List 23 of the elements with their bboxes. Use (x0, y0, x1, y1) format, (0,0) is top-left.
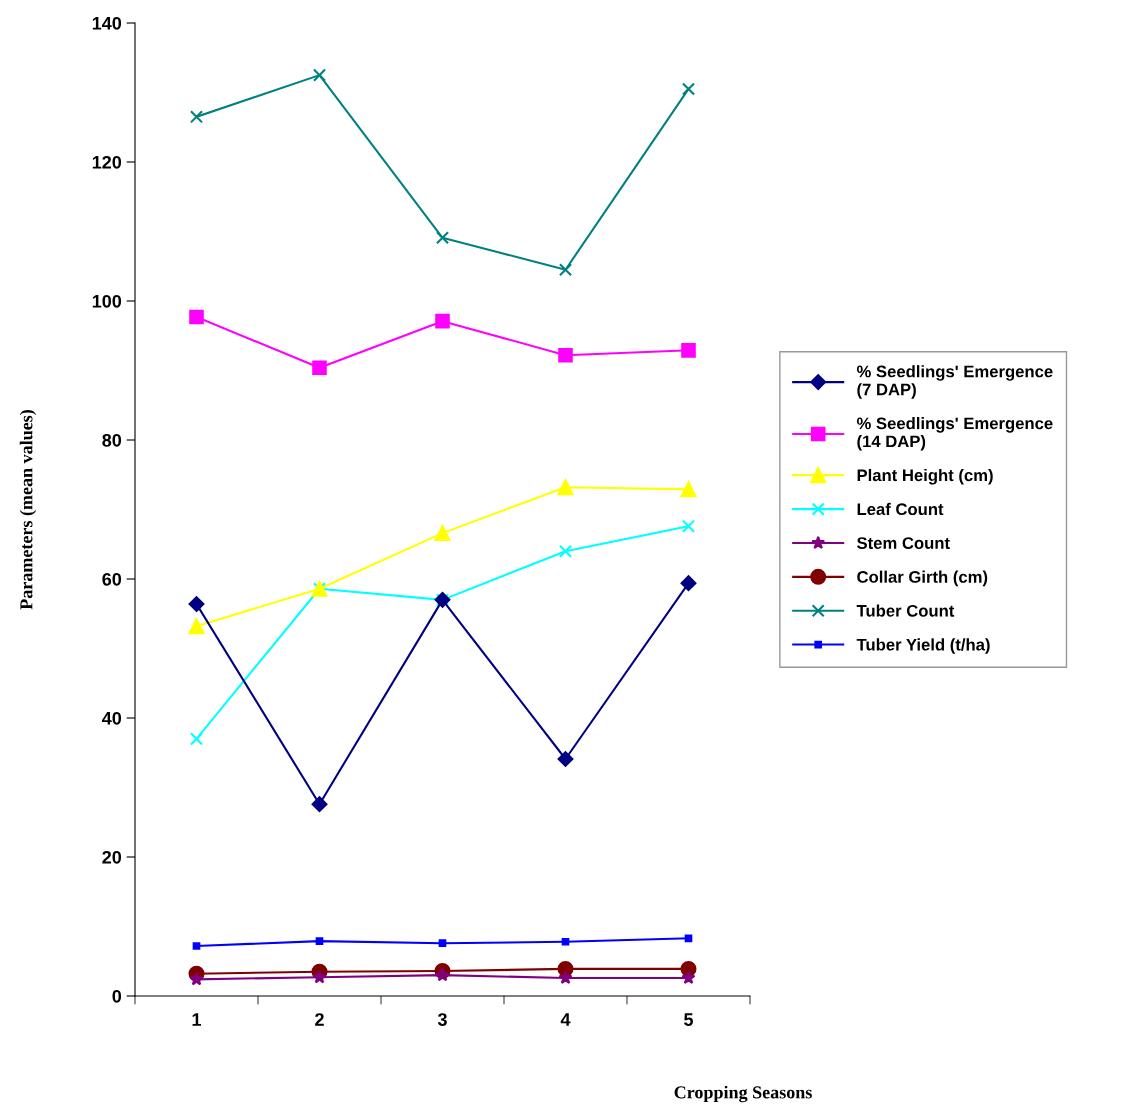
x-tick-label: 4 (560, 1013, 571, 1026)
y-tick-label: 140 (92, 16, 122, 30)
y-tick-label: 100 (92, 294, 122, 308)
legend-label: % Seedlings' Emergence (14 DAP) (856, 417, 1053, 451)
x-tick-label: 2 (315, 1013, 324, 1026)
y-tick-label: 0 (112, 989, 122, 1003)
legend-label: Plant Height (cm) (857, 468, 993, 485)
y-tick-label: 60 (102, 572, 122, 586)
y-tick-label: 120 (92, 155, 122, 169)
y-tick-label: 80 (102, 433, 122, 447)
legend-label: Stem Count (857, 537, 950, 549)
legend-label: Collar Girth (cm) (857, 570, 988, 587)
legend-label: Tuber Count (856, 604, 955, 617)
x-tick-label: 1 (192, 1013, 202, 1026)
y-tick-label: 40 (102, 711, 122, 725)
y-tick-label: 20 (102, 850, 122, 864)
x-axis-title: Cropping Seasons (674, 1085, 812, 1103)
x-tick-label: 5 (684, 1013, 694, 1026)
legend-label: Tuber Yield (t/ha) (856, 638, 990, 654)
legend-label: % Seedlings' Emergence (7 DAP) (856, 365, 1053, 399)
x-tick-label: 3 (437, 1013, 447, 1026)
y-axis-title: Parameters (mean values) (19, 410, 37, 610)
legend-label: Leaf Count (857, 502, 944, 516)
